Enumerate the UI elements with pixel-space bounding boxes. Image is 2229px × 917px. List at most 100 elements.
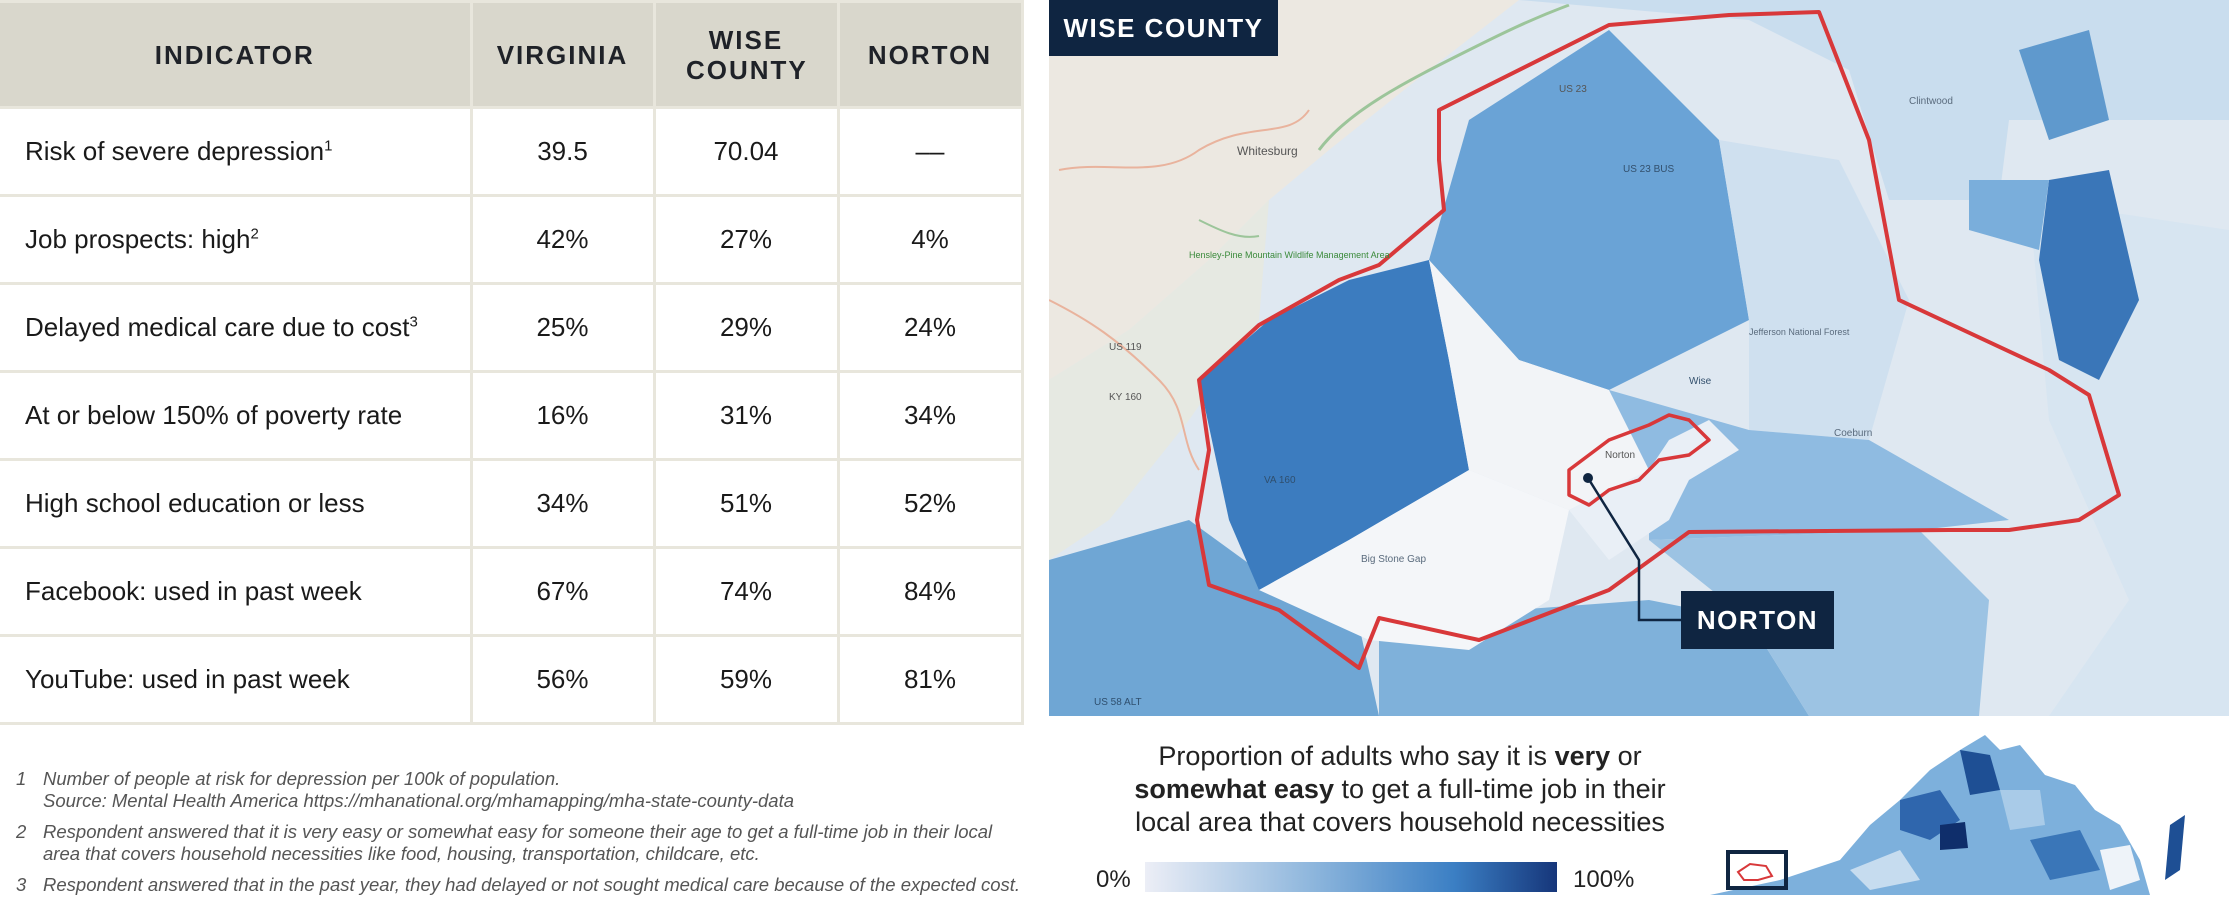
place-label: Big Stone Gap [1361,554,1426,565]
eastern-shore [2165,815,2185,880]
region-dickenson-tract [2019,30,2109,140]
table-row: Facebook: used in past week 67% 74% 84% [0,546,1024,637]
footnote-line: area that covers household necessities l… [43,843,760,864]
wise-county-locator-outline [1736,862,1774,881]
row-label-text: Job prospects: high [25,224,251,254]
virginia-map-svg [1710,735,2185,895]
footnote-source-link[interactable]: Source: Mental Health America https://mh… [43,790,795,811]
legend-bold-segment: very [1554,741,1611,771]
header-norton: NORTON [836,0,1024,109]
wise-county-locator-box [1726,850,1788,890]
place-label: Clintwood [1909,96,1953,107]
legend-line-1: Proportion of adults who say it is very … [1080,740,1720,773]
table-row: High school education or less 34% 51% 52… [0,458,1024,549]
cell-norton: –– [836,106,1024,197]
footnote-text: Number of people at risk for depression … [43,768,1021,812]
region-southwest [1049,520,1379,716]
cell-norton: 84% [836,546,1024,637]
footnote-2: 2 Respondent answered that it is very ea… [16,821,1021,865]
cell-wise: 29% [652,282,840,373]
place-label: Norton [1605,450,1635,461]
cell-wise: 51% [652,458,840,549]
legend-line-2: somewhat easy to get a full-time job in … [1080,773,1720,806]
indicator-table: INDICATOR VIRGINIA WISE COUNTY NORTON Ri… [0,0,1024,725]
cell-virginia: 56% [469,634,656,725]
legend-text-segment: to get a full-time job in their [1333,774,1666,804]
cell-norton: 24% [836,282,1024,373]
row-label-text: Risk of severe depression [25,136,325,166]
row-label: Risk of severe depression1 [0,106,473,197]
place-label: Jefferson National Forest [1749,327,1850,337]
legend-bold-segment: somewhat easy [1134,774,1334,804]
row-label-text: YouTube: used in past week [25,664,350,694]
wise-tract-west [1199,260,1469,590]
va-county-dark [1940,822,1968,850]
wise-tract-north [1429,30,1749,390]
map-road [1049,299,1200,471]
footnote-number: 3 [16,874,27,895]
region-tract [1969,180,2049,250]
row-label-text: Delayed medical care due to cost [25,312,410,342]
scale-gradient-bar [1145,862,1557,892]
header-indicator: INDICATOR [0,0,473,109]
footnote-line: Respondent answered that in the past yea… [43,874,1021,895]
row-label: Delayed medical care due to cost3 [0,282,473,373]
cell-virginia: 67% [469,546,656,637]
cell-wise: 74% [652,546,840,637]
row-label-text: High school education or less [25,488,365,518]
place-label: KY 160 [1109,392,1142,403]
footnote-number: 2 [16,821,27,842]
row-label: Job prospects: high2 [0,194,473,285]
map-canvas: Whitesburg US 23 Clintwood US 23 BUS Wis… [1049,0,2229,716]
place-label: US 23 BUS [1623,164,1674,175]
cell-wise: 31% [652,370,840,461]
cell-norton: 4% [836,194,1024,285]
map-legend: Proportion of adults who say it is very … [1080,740,1720,893]
va-county [2100,845,2140,890]
indicator-table-container: INDICATOR VIRGINIA WISE COUNTY NORTON Ri… [0,0,1024,725]
legend-line-3: local area that covers household necessi… [1135,807,1665,837]
table-row: YouTube: used in past week 56% 59% 81% [0,634,1024,725]
table-row: Delayed medical care due to cost3 25% 29… [0,282,1024,373]
footnotes: 1 Number of people at risk for depressio… [16,768,1021,905]
wise-tract-south [1259,470,1569,650]
row-label-text: At or below 150% of poverty rate [25,400,403,430]
cell-norton: 34% [836,370,1024,461]
wise-county-outline [1195,10,2121,670]
row-label-text: Facebook: used in past week [25,576,362,606]
table-row: Risk of severe depression1 39.5 70.04 –– [0,106,1024,197]
header-virginia: VIRGINIA [469,0,656,109]
norton-outline [1567,413,1711,507]
place-label: US 119 [1109,342,1142,353]
place-label: Wise [1689,376,1712,387]
kentucky-terrain [1049,0,1519,380]
table-header-row: INDICATOR VIRGINIA WISE COUNTY NORTON [0,0,1024,109]
cell-wise: 70.04 [652,106,840,197]
place-label: Whitesburg [1237,144,1298,158]
footnote-1: 1 Number of people at risk for depressio… [16,768,1021,812]
cell-virginia: 42% [469,194,656,285]
cell-virginia: 25% [469,282,656,373]
map-road [1058,109,1310,171]
footnote-3: 3 Respondent answered that in the past y… [16,874,1021,896]
row-label: Facebook: used in past week [0,546,473,637]
place-label: US 58 ALT [1094,697,1142,708]
header-wise-county-label: WISE COUNTY [686,24,808,85]
legend-text-segment: or [1610,741,1642,771]
virginia-locator-map [1700,730,2200,905]
wise-tract-central [1429,260,1649,510]
map-forest-boundary [1198,219,1260,238]
place-label: Hensley-Pine Mountain Wildlife Managemen… [1189,250,1390,260]
footnote-ref: 2 [250,225,259,243]
row-label: At or below 150% of poverty rate [0,370,473,461]
row-label: YouTube: used in past week [0,634,473,725]
scale-max-label: 100% [1573,866,1635,893]
va-county [1850,850,1920,890]
cell-norton: 52% [836,458,1024,549]
footnote-line: Number of people at risk for depression … [43,768,561,789]
cell-virginia: 34% [469,458,656,549]
footnote-line: Respondent answered that it is very easy… [43,821,993,842]
wise-county-map[interactable]: Whitesburg US 23 Clintwood US 23 BUS Wis… [1049,0,2229,716]
footnote-ref: 1 [324,137,333,155]
norton-label: NORTON [1681,591,1834,649]
